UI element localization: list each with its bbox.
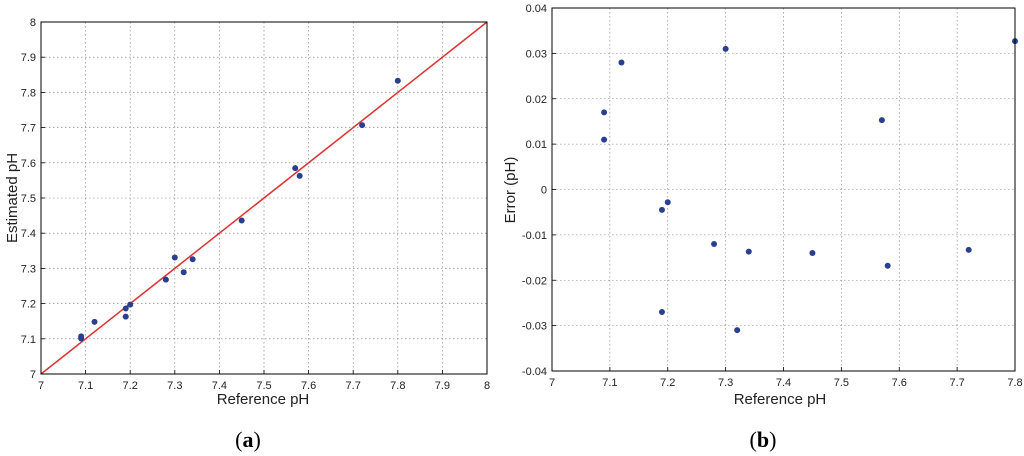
panel-b-data-point (601, 136, 608, 143)
panel-a-data-point (78, 335, 85, 342)
panel-b-data-point (745, 248, 752, 255)
panel-a-fit-line (40, 21, 488, 375)
panel-a-y-tick-label: 7 (30, 369, 36, 381)
panel-a-y-tick-label: 7.3 (21, 263, 36, 275)
panel-b-x-tick-label: 7.6 (892, 377, 907, 389)
panel-a-x-tick-label: 7.9 (435, 380, 450, 392)
panel-b-data-point (664, 199, 671, 206)
panel-b-x-ticks: 7 7.1 7.2 7.3 7.4 7.5 7.6 7.7 7.8 (549, 367, 1023, 389)
panel-b-x-tick-label: 7.1 (602, 377, 617, 389)
panel-a-x-tick-label: 7.8 (390, 380, 405, 392)
panel-b-y-tick-label: -0.04 (522, 366, 547, 378)
panel-b-data-point (884, 262, 891, 269)
panel-a-data-point (292, 165, 299, 172)
panel-b-y-tick-label: -0.02 (522, 275, 547, 287)
panel-a-y-tick-label: 7.6 (21, 158, 36, 170)
panel-b-data-point (658, 309, 665, 316)
panel-b-data-point (601, 109, 608, 116)
panel-b-data-point (658, 206, 665, 213)
panel-a-x-tick-label: 7.7 (346, 380, 361, 392)
panel-b-y-tick-label: 0 (541, 185, 547, 197)
panel-b-y-tick-label: 0.01 (526, 139, 547, 151)
panel-b-x-tick-label: 7.2 (660, 377, 675, 389)
panel-b-data-point (965, 246, 972, 253)
panel-a-y-tick-label: 8 (30, 17, 36, 29)
panel-a-data-point (238, 217, 245, 224)
panel-a-x-tick-label: 7.2 (123, 380, 138, 392)
panel-a-x-tick-label: 7.6 (301, 380, 316, 392)
panel-a-data-point (162, 276, 169, 283)
panel-b-data-point (809, 250, 816, 257)
panel-a-x-axis-label: Reference pH (217, 391, 310, 408)
panel-a-x-tick-label: 7.4 (212, 380, 227, 392)
panel-a-data-point (127, 301, 134, 308)
panel-b-y-tick-label: -0.03 (522, 321, 547, 333)
panel-b-y-tick-label: 0.04 (526, 3, 547, 15)
panel-b-y-tick-label: -0.01 (522, 230, 547, 242)
panel-a-grid (41, 22, 487, 374)
panel-b-label: (b) (750, 427, 777, 452)
panel-a-y-tick-label: 7.1 (21, 334, 36, 346)
panel-a-data-point (122, 313, 129, 320)
panel-a-data-point (189, 256, 196, 263)
panel-b-data-point (878, 117, 885, 124)
panel-a-x-tick-label: 7 (38, 380, 44, 392)
panel-b-points (601, 38, 1018, 334)
panel-b-y-tick-label: 0.03 (526, 48, 547, 60)
panel-a-data-point (171, 254, 178, 261)
panel-a-data-point (296, 172, 303, 179)
panel-a-data-point (394, 77, 401, 84)
panel-a-y-tick-label: 7.9 (21, 52, 36, 64)
panel-a-y-axis-label: Estimated pH (4, 153, 21, 243)
panel-b-data-point (618, 59, 625, 66)
panel-a-y-tick-label: 7.2 (21, 299, 36, 311)
panel-b-y-tick-label: 0.02 (526, 94, 547, 106)
panel-a-points (78, 77, 401, 342)
panel-a-y-ticks: 7 7.1 7.2 7.3 7.4 7.5 7.6 7.7 7.8 7.9 8 (21, 17, 45, 381)
panel-b-data-point (711, 240, 718, 247)
panel-a-y-tick-label: 7.8 (21, 87, 36, 99)
panel-b-x-tick-label: 7.4 (776, 377, 791, 389)
panel-b-x-tick-label: 7.5 (834, 377, 849, 389)
panel-a-x-ticks: 7 7.1 7.2 7.3 7.4 7.5 7.6 7.7 7.8 7.9 8 (38, 370, 490, 392)
panel-a-label: (a) (235, 427, 261, 452)
panel-b-y-axis-label: Error (pH) (502, 157, 519, 224)
panel-a-data-point (91, 318, 98, 325)
panel-a-y-tick-label: 7.4 (21, 228, 36, 240)
panel-a-data-point (180, 269, 187, 276)
panel-a-x-tick-label: 8 (484, 380, 490, 392)
panel-b-x-axis-label: Reference pH (734, 391, 827, 408)
panel-b-x-tick-label: 7 (549, 377, 555, 389)
panel-b-y-ticks: -0.04 -0.03 -0.02 -0.01 0 0.01 0.02 0.03 0.04 (522, 3, 556, 378)
panel-a-x-tick-label: 7.3 (167, 380, 182, 392)
panel-b-data-point (722, 45, 729, 52)
panel-b-grid (552, 8, 1015, 371)
panel-b-x-tick-label: 7.8 (1007, 377, 1022, 389)
panel-b-data-point (734, 327, 741, 334)
panel-b-x-tick-label: 7.7 (949, 377, 964, 389)
panel-b-x-tick-label: 7.3 (718, 377, 733, 389)
panel-a-x-tick-label: 7.1 (78, 380, 93, 392)
panel-a-data-point (359, 122, 366, 129)
panel-a-x-tick-label: 7.5 (256, 380, 271, 392)
panel-a-y-tick-label: 7.7 (21, 123, 36, 135)
panel-b-chart: 7 7.1 7.2 7.3 7.4 7.5 7.6 7.7 7.8 -0.04-0.03-0.0… (502, 3, 1023, 452)
panel-a-y-tick-label: 7.5 (21, 193, 36, 205)
panel-a-data-point (122, 305, 129, 312)
panel-a-chart: 7 7.1 7.2 7.3 7.4 7.5 7.6 7.7 7.8 7.9 8 7 7.1 7.2 7.3… (4, 17, 490, 452)
